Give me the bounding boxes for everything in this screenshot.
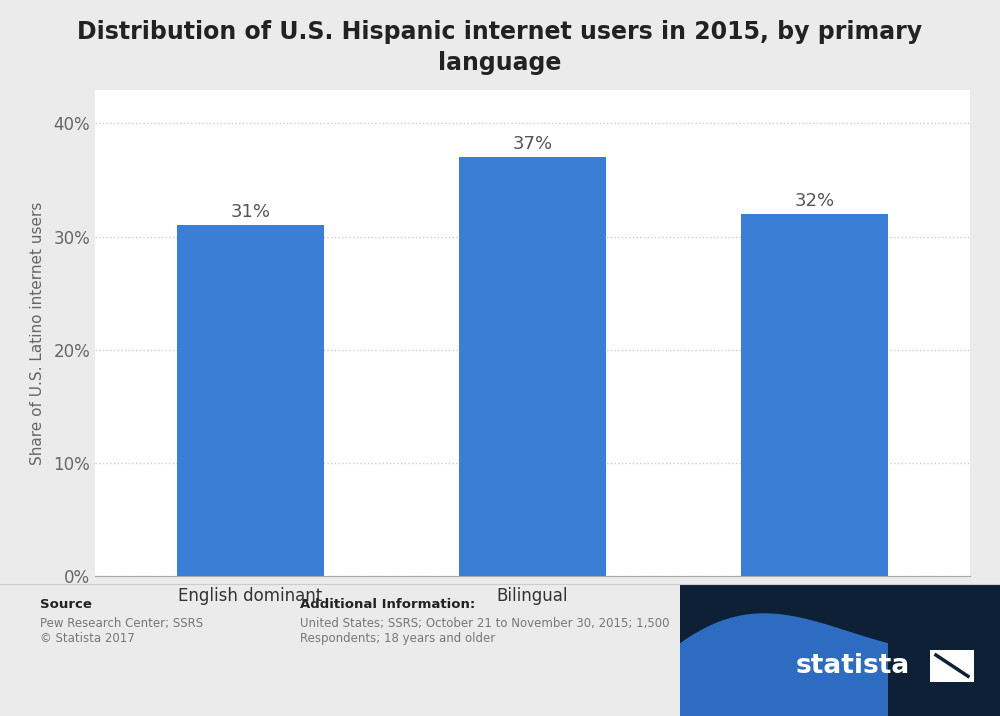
Text: Pew Research Center; SSRS
© Statista 2017: Pew Research Center; SSRS © Statista 201… (40, 617, 203, 645)
Polygon shape (680, 614, 888, 716)
Polygon shape (930, 650, 974, 682)
Text: United States; SSRS; October 21 to November 30, 2015; 1,500
Respondents; 18 year: United States; SSRS; October 21 to Novem… (300, 617, 670, 645)
Y-axis label: Share of U.S. Latino internet users: Share of U.S. Latino internet users (30, 201, 45, 465)
Bar (177, 226, 324, 576)
Text: Source: Source (40, 598, 92, 611)
Bar (459, 158, 606, 576)
Text: Additional Information:: Additional Information: (300, 598, 475, 611)
Text: statista: statista (796, 653, 910, 679)
Bar (741, 214, 888, 576)
Text: 31%: 31% (230, 203, 270, 221)
Text: 37%: 37% (512, 135, 553, 153)
Text: Distribution of U.S. Hispanic internet users in 2015, by primary
language: Distribution of U.S. Hispanic internet u… (77, 19, 923, 75)
Polygon shape (680, 584, 1000, 716)
Text: 32%: 32% (795, 191, 835, 210)
